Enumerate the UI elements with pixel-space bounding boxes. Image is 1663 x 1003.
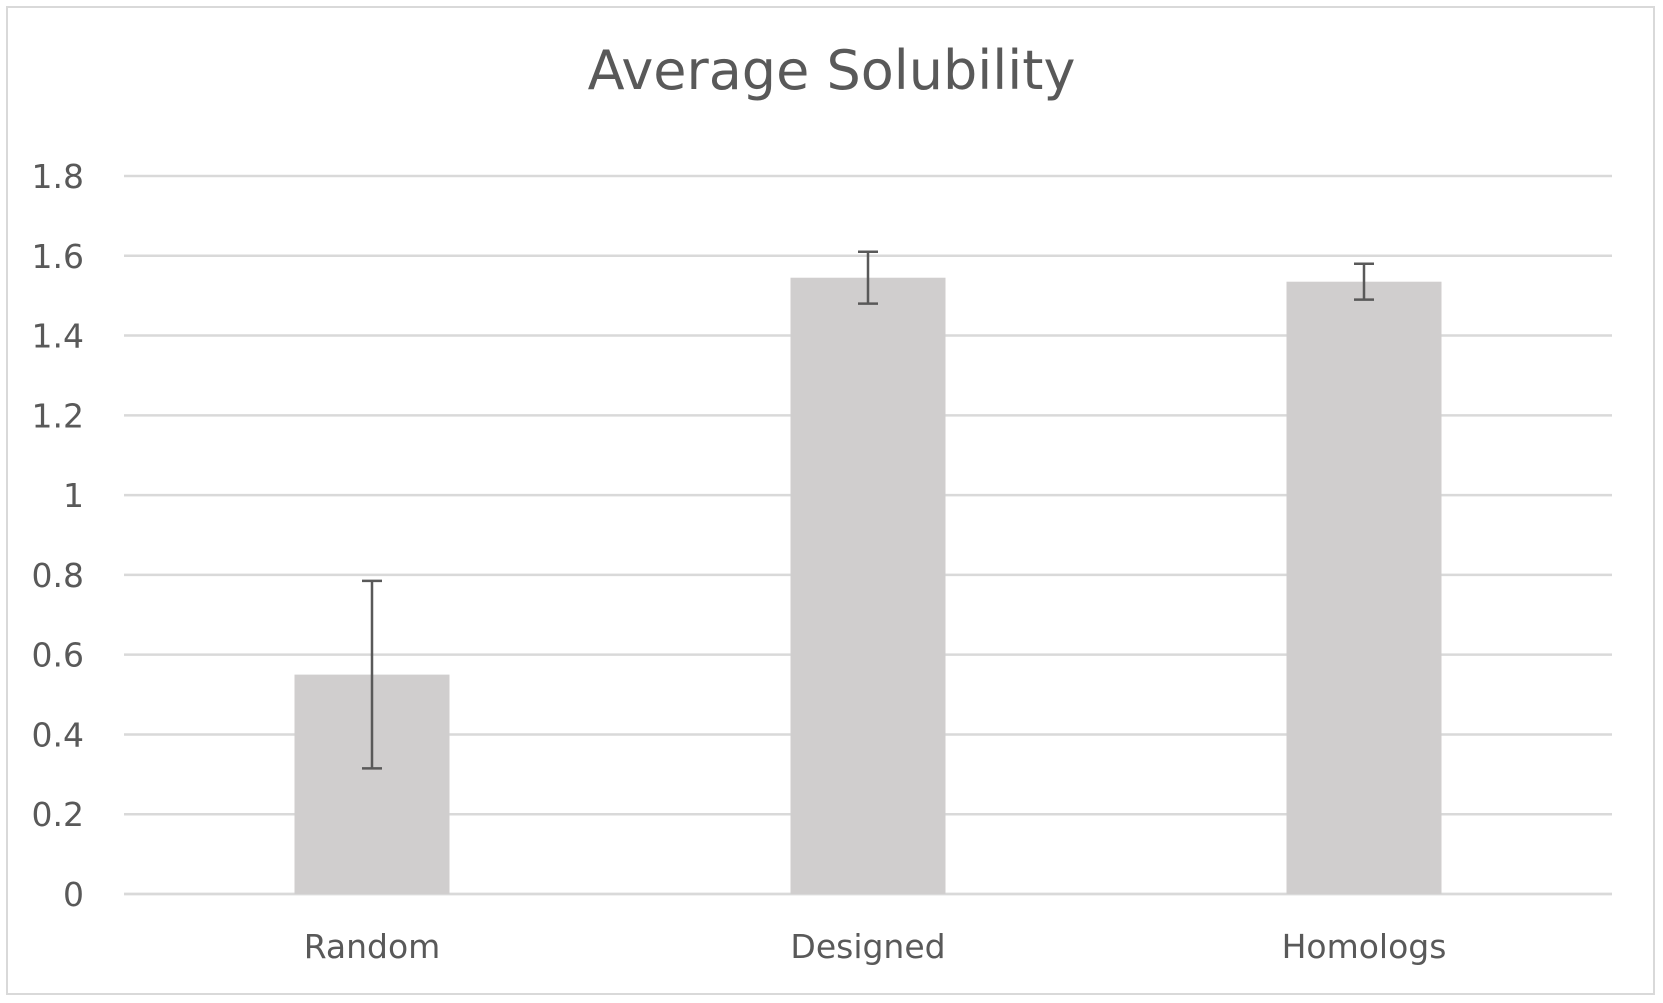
error-bar — [1354, 262, 1374, 301]
y-tick-label: 1.2 — [32, 396, 84, 435]
bar — [790, 277, 946, 894]
bar — [1286, 281, 1442, 894]
y-tick-label: 1 — [63, 476, 84, 515]
y-tick-label: 1.6 — [32, 237, 84, 276]
x-axis-category-labels: Random Designed Homologs — [304, 927, 1447, 966]
y-tick-label: 0.2 — [32, 795, 84, 834]
bars — [294, 277, 1442, 894]
x-category-label: Random — [304, 927, 441, 966]
y-tick-label: 1.8 — [32, 157, 84, 196]
y-axis-tick-labels: 0 0.2 0.4 0.6 0.8 1 1.2 1.4 1.6 1.8 — [32, 157, 84, 914]
error-bars — [362, 250, 1374, 770]
error-bar — [362, 579, 382, 770]
y-tick-label: 0.4 — [32, 715, 84, 754]
x-category-label: Designed — [790, 927, 945, 966]
y-tick-label: 0.6 — [32, 636, 84, 675]
x-category-label: Homologs — [1282, 927, 1447, 966]
y-tick-label: 0 — [63, 875, 84, 914]
error-bar — [858, 250, 878, 305]
y-tick-label: 1.4 — [32, 317, 84, 356]
chart-title: Average Solubility — [587, 39, 1076, 102]
y-tick-label: 0.8 — [32, 556, 84, 595]
